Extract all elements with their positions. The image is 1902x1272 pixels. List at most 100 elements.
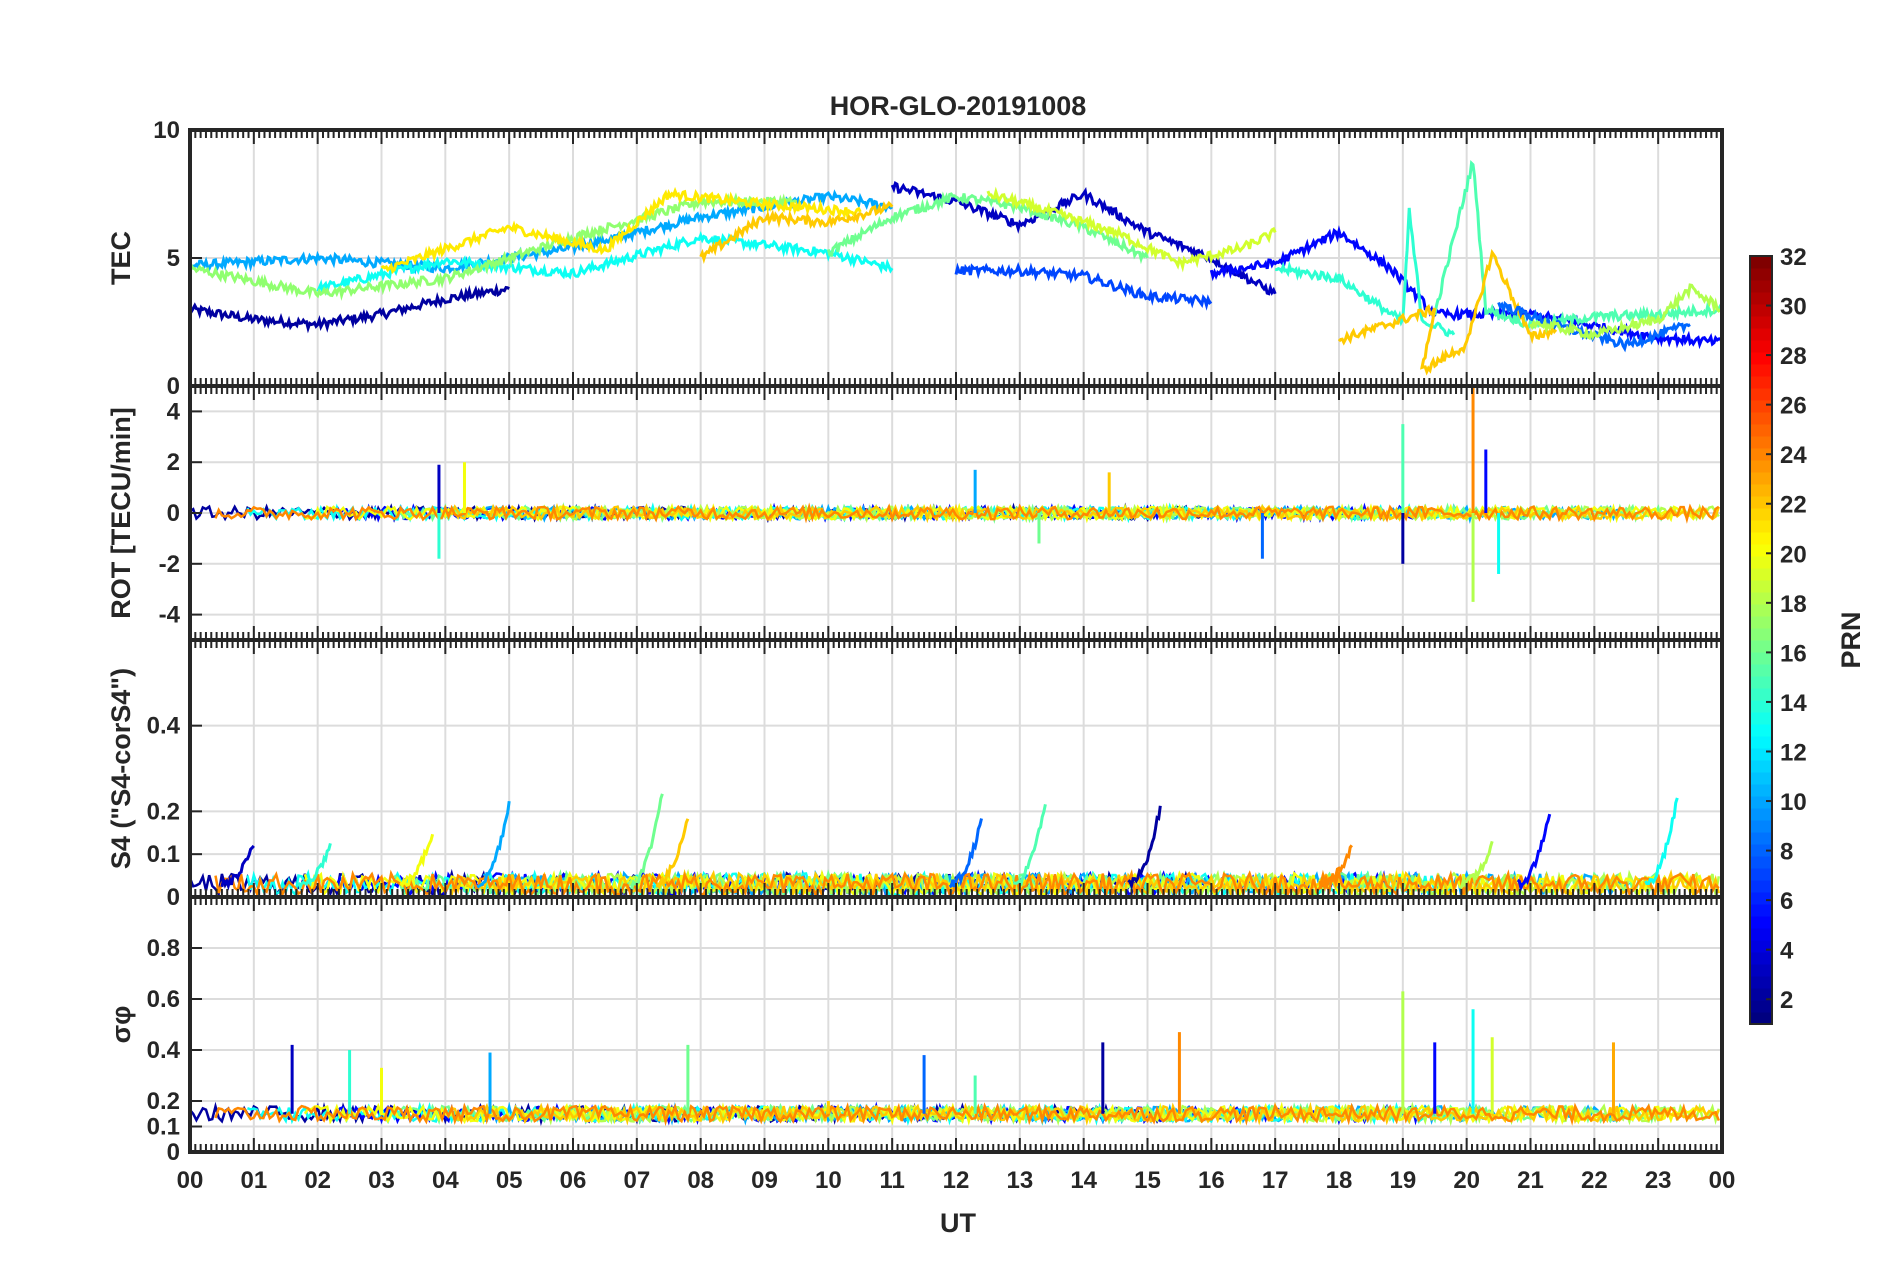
colorbar-tick-label: 26 — [1780, 393, 1807, 420]
x-tick-label: 08 — [687, 1167, 714, 1194]
series-prn-15 — [1433, 159, 1722, 329]
colorbar-tick-label: 10 — [1780, 789, 1807, 816]
y-axis-label: S4 ("S4-corS4") — [106, 668, 136, 869]
colorbar-cell — [1750, 892, 1772, 905]
series-prn-14 — [1275, 207, 1456, 338]
colorbar-cell — [1750, 652, 1772, 665]
y-axis-label: σφ — [106, 1006, 136, 1044]
y-tick-label: 5 — [167, 245, 180, 272]
colorbar-cell — [1750, 352, 1772, 365]
colorbar-tick-label: 28 — [1780, 343, 1807, 370]
colorbar-cell — [1750, 532, 1772, 545]
panel-sigma_phi: 00.10.2 0.4 0.6 0.8 σφ — [106, 895, 1724, 1166]
y-tick-label: 0.8 — [147, 935, 180, 962]
colorbar-cell — [1750, 460, 1772, 473]
colorbar-cell — [1750, 436, 1772, 449]
series-prn-24 — [214, 1102, 1720, 1127]
colorbar-cell — [1750, 328, 1772, 341]
x-tick-label: 21 — [1517, 1167, 1544, 1194]
x-tick-label: 22 — [1581, 1167, 1608, 1194]
colorbar-cell — [1750, 316, 1772, 329]
colorbar-cell — [1750, 628, 1772, 641]
colorbar-cell — [1750, 256, 1772, 269]
colorbar-cell — [1750, 868, 1772, 881]
x-tick-label: 10 — [815, 1167, 842, 1194]
colorbar-cell — [1750, 832, 1772, 845]
colorbar-cell — [1750, 928, 1772, 941]
colorbar-cell — [1750, 484, 1772, 497]
colorbar-cell — [1750, 364, 1772, 377]
series-prn-19 — [986, 186, 1277, 273]
colorbar-cell — [1750, 664, 1772, 677]
peak — [629, 793, 664, 890]
series-prn-18 — [540, 502, 1720, 524]
colorbar-tick-label: 2 — [1780, 987, 1793, 1014]
colorbar-cell — [1750, 712, 1772, 725]
colorbar-cell — [1750, 412, 1772, 425]
panel-data — [190, 991, 1721, 1127]
colorbar-cell — [1750, 604, 1772, 617]
series-prn-13 — [316, 231, 894, 296]
x-tick-label: 05 — [496, 1167, 523, 1194]
colorbar-tick-label: 12 — [1780, 739, 1807, 766]
colorbar-tick-label: 14 — [1780, 690, 1807, 717]
peak — [655, 818, 690, 888]
y-tick-label: 10 — [153, 117, 180, 144]
x-tick-label: 00 — [1709, 1167, 1736, 1194]
colorbar-cell — [1750, 772, 1772, 785]
series-prn-7 — [954, 262, 1213, 311]
x-axis-label: UT — [940, 1208, 976, 1238]
colorbar-cell — [1750, 880, 1772, 893]
y-tick-label: -4 — [159, 602, 181, 629]
colorbar-tick-label: 30 — [1780, 294, 1807, 321]
series-prn-24 — [214, 502, 1720, 524]
colorbar-cell — [1750, 976, 1772, 989]
colorbar-cell — [1750, 496, 1772, 509]
minor-ticks — [189, 130, 1723, 386]
colorbar-cell — [1750, 388, 1772, 401]
peak — [1459, 840, 1494, 890]
x-tick-label: 17 — [1262, 1167, 1289, 1194]
colorbar-cell — [1750, 592, 1772, 605]
x-tick-label: 15 — [1134, 1167, 1161, 1194]
colorbar-cell — [1750, 724, 1772, 737]
colorbar-cell — [1750, 988, 1772, 1001]
colorbar-cell — [1750, 676, 1772, 689]
x-tick-label: 11 — [879, 1167, 904, 1194]
y-axis-label: TEC — [106, 231, 136, 285]
colorbar-tick-label: 18 — [1780, 591, 1807, 618]
peak — [1516, 813, 1552, 893]
x-axis-ticks: 00 01 02 03 04 05 06 07 08 09 10 11 12 13 14 15 16 17 18 19… — [177, 1167, 1736, 1194]
x-tick-label: 16 — [1198, 1167, 1225, 1194]
colorbar-tick-label: 4 — [1780, 938, 1794, 965]
minor-ticks — [189, 897, 1723, 1152]
colorbar-cell — [1750, 820, 1772, 833]
colorbar-cell — [1750, 760, 1772, 773]
colorbar-cell — [1750, 640, 1772, 653]
colorbar-cell — [1750, 340, 1772, 353]
colorbar-frame — [1749, 255, 1773, 1025]
colorbar-tick-label: 20 — [1780, 541, 1807, 568]
colorbar-cell — [1750, 700, 1772, 713]
x-tick-label: 19 — [1389, 1167, 1416, 1194]
colorbar-cell — [1750, 304, 1772, 317]
x-tick-label: 06 — [560, 1167, 587, 1194]
colorbar-cell — [1750, 688, 1772, 701]
y-tick-label: 0.2 — [147, 798, 180, 825]
series-prn-2 — [190, 282, 510, 334]
y-tick-label: 0.1 — [147, 1114, 180, 1141]
y-tick-label: 0 — [167, 884, 180, 911]
colorbar-cell — [1750, 472, 1772, 485]
colorbar-cell — [1750, 580, 1772, 593]
colorbar-cell — [1750, 400, 1772, 413]
colorbar-cell — [1750, 1000, 1772, 1013]
colorbar-cell — [1750, 508, 1772, 521]
peak — [399, 833, 435, 889]
peak — [1012, 803, 1047, 887]
panel-TEC: 0 5 10 TEC — [106, 117, 1724, 400]
x-tick-label: 07 — [623, 1167, 650, 1194]
colorbar-cell — [1750, 784, 1772, 797]
y-tick-label: 0.6 — [147, 986, 180, 1013]
colorbar-cell — [1750, 292, 1772, 305]
